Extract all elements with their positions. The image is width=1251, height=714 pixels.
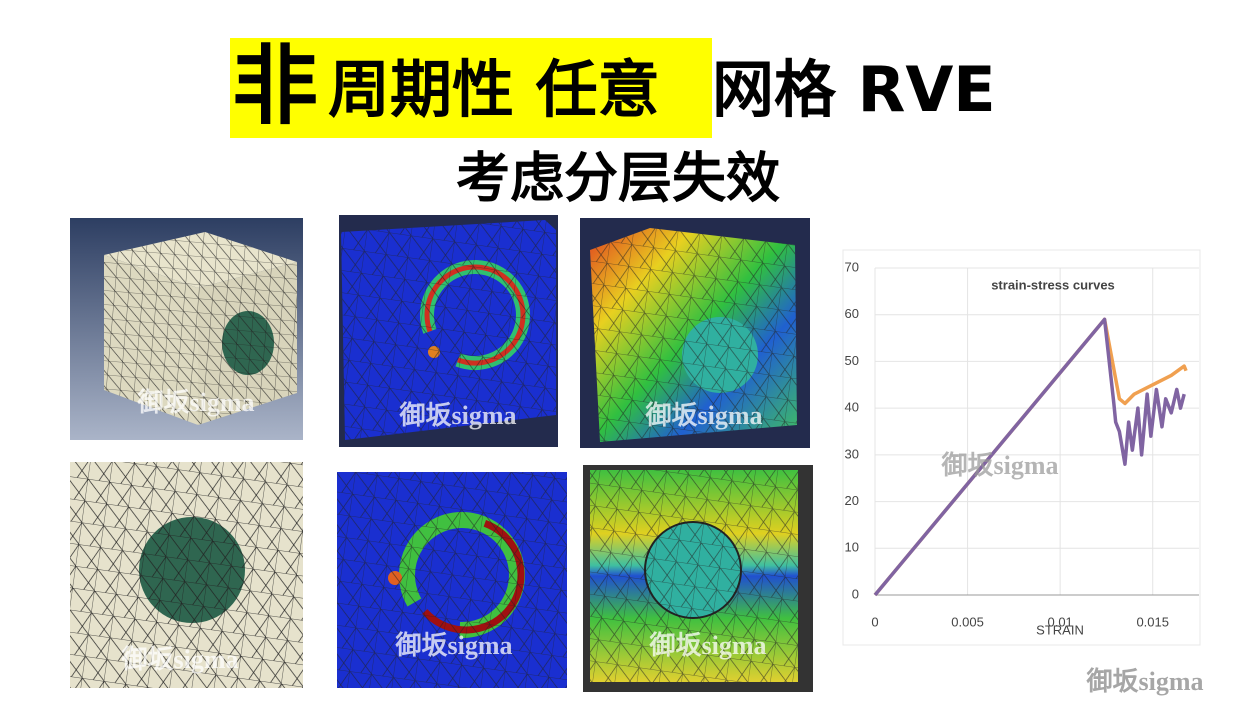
- y-tick-label: 50: [845, 353, 859, 368]
- fe-image: 御坂sigma: [70, 462, 303, 688]
- title-part: 网格 RVE: [712, 53, 996, 126]
- y-tick-label: 20: [845, 493, 859, 508]
- watermark: 御坂sigma: [644, 400, 762, 430]
- watermark: 御坂sigma: [136, 387, 254, 417]
- watermark: 御坂sigma: [1085, 666, 1203, 696]
- y-tick-label: 40: [845, 400, 859, 415]
- series-line: [873, 317, 1188, 597]
- chart-title: strain-stress curves: [991, 277, 1115, 292]
- highlight: [230, 38, 712, 138]
- watermark: 御坂sigma: [398, 400, 516, 430]
- chart: 0 10 20 30 40 50 60 70 0 0.005 0.01 0.015: [845, 259, 1199, 629]
- subtitle: 考虑分层失效: [456, 147, 780, 210]
- y-tick-label: 60: [845, 306, 859, 321]
- watermark: 御坂sigma: [394, 630, 512, 660]
- watermark: 御坂sigma: [648, 630, 766, 660]
- y-tick-label: 70: [845, 259, 859, 274]
- x-axis-label: STRAIN: [1036, 622, 1084, 637]
- x-tick-label: 0.01: [1047, 614, 1072, 629]
- y-tick-label: 30: [845, 446, 859, 461]
- fe-image: 御坂sigma: [339, 215, 558, 447]
- fe-image: 御坂sigma: [70, 218, 303, 440]
- chart-panel: [842, 249, 1201, 646]
- fe-image: 御坂sigma: [583, 465, 813, 692]
- watermark: 御坂sigma: [940, 450, 1058, 480]
- y-tick-label: 10: [845, 540, 859, 555]
- y-tick-label: 0: [852, 586, 859, 601]
- title-part: 周期性 任意: [328, 53, 660, 126]
- fe-image: 御坂sigma: [580, 218, 810, 448]
- x-tick-label: 0: [871, 614, 878, 629]
- watermark: 御坂sigma: [120, 644, 238, 674]
- x-tick-label: 0.005: [951, 614, 984, 629]
- x-tick-label: 0.015: [1136, 614, 1169, 629]
- series-line: [873, 317, 1186, 597]
- title-part: 非: [232, 36, 318, 136]
- fe-image: 御坂sigma: [325, 462, 572, 692]
